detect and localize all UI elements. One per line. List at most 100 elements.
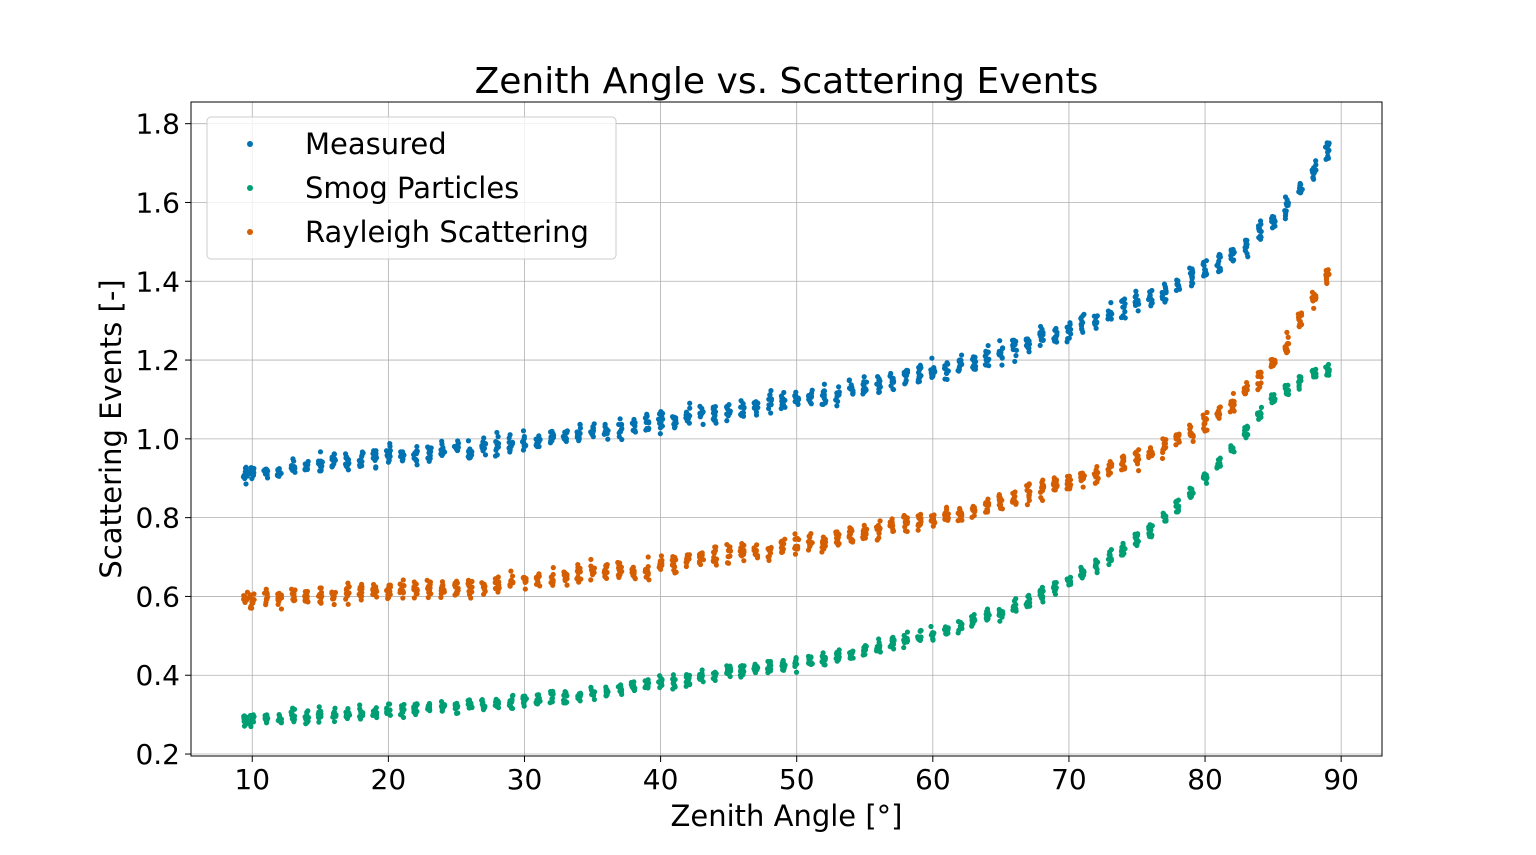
data-point: [685, 557, 691, 563]
data-point: [1159, 294, 1165, 300]
data-point: [683, 674, 689, 680]
data-point: [248, 595, 254, 601]
data-point: [428, 445, 434, 451]
data-point: [248, 723, 254, 730]
data-point: [1118, 552, 1125, 558]
data-point: [738, 411, 744, 418]
data-point: [291, 716, 297, 723]
data-point: [442, 703, 448, 709]
x-tick-label: 70: [1051, 763, 1087, 796]
data-point: [278, 718, 284, 725]
data-point: [1147, 289, 1153, 295]
data-point: [860, 528, 866, 534]
data-point: [1012, 358, 1018, 365]
data-point: [1190, 490, 1196, 496]
data-point: [1230, 258, 1236, 264]
data-point: [1243, 435, 1249, 441]
data-point: [401, 583, 407, 589]
data-point: [1202, 267, 1208, 273]
data-point: [904, 367, 911, 374]
data-point: [521, 439, 527, 446]
data-point: [262, 713, 268, 719]
data-point: [455, 710, 461, 716]
data-points: [240, 140, 1332, 730]
data-point: [670, 676, 676, 682]
data-point: [290, 456, 296, 462]
data-point: [520, 700, 527, 706]
data-point: [971, 505, 977, 511]
data-point: [807, 661, 813, 667]
data-point: [1024, 502, 1031, 508]
data-point: [767, 392, 773, 398]
data-point: [465, 438, 472, 444]
data-point: [1066, 335, 1072, 341]
data-point: [1296, 379, 1302, 385]
y-tick-label: 0.6: [135, 580, 180, 613]
data-point: [1052, 327, 1058, 333]
data-point: [603, 689, 609, 695]
data-point: [1092, 472, 1098, 479]
data-point: [915, 513, 921, 519]
data-point: [1285, 334, 1291, 340]
data-point: [248, 603, 254, 609]
x-tick-label: 40: [643, 763, 679, 796]
data-point: [1027, 489, 1033, 495]
data-point: [739, 553, 745, 559]
data-point: [1119, 467, 1125, 473]
data-point: [632, 574, 638, 580]
data-point: [509, 693, 516, 699]
data-point: [1092, 561, 1099, 568]
data-point: [276, 469, 283, 475]
data-point: [509, 573, 516, 579]
data-point: [876, 377, 882, 383]
data-point: [793, 669, 800, 675]
data-point: [535, 692, 542, 698]
data-point: [1310, 298, 1316, 304]
data-point: [997, 618, 1003, 624]
data-point: [480, 584, 487, 590]
data-point: [877, 525, 883, 531]
data-point: [1296, 323, 1302, 329]
data-point: [850, 537, 856, 544]
data-point: [971, 357, 977, 363]
data-point: [249, 475, 255, 482]
data-point: [863, 387, 869, 393]
data-point: [1242, 425, 1248, 431]
y-tick-label: 1.2: [135, 344, 180, 377]
data-point: [754, 552, 761, 559]
data-point: [536, 443, 542, 450]
data-point: [645, 554, 651, 560]
data-point: [876, 530, 882, 537]
data-point: [304, 466, 311, 472]
legend-entries: Measured Smog Particles Rayleigh Scatterin…: [247, 127, 589, 249]
data-point: [631, 687, 638, 693]
data-point: [998, 608, 1004, 614]
data-point: [318, 468, 324, 474]
data-point: [480, 439, 486, 445]
data-point: [699, 405, 705, 412]
data-point: [316, 704, 322, 710]
data-point: [439, 441, 445, 447]
data-point: [400, 449, 406, 455]
data-point: [779, 539, 785, 545]
data-point: [1023, 336, 1029, 342]
x-tick-label: 20: [371, 763, 407, 796]
data-point: [493, 445, 500, 452]
data-point: [806, 533, 812, 539]
data-point: [1067, 574, 1073, 581]
data-point: [492, 580, 498, 586]
data-point: [617, 429, 624, 435]
data-point: [1326, 366, 1332, 373]
data-point: [480, 699, 486, 706]
data-point: [1162, 441, 1168, 447]
data-point: [427, 451, 433, 457]
data-point: [836, 384, 842, 390]
data-point: [1106, 312, 1112, 319]
data-point: [683, 563, 690, 570]
data-point: [969, 622, 975, 628]
data-point: [780, 398, 787, 404]
data-point: [1037, 342, 1043, 349]
data-point: [1271, 217, 1277, 223]
data-point: [1214, 464, 1220, 470]
data-point: [509, 699, 515, 705]
